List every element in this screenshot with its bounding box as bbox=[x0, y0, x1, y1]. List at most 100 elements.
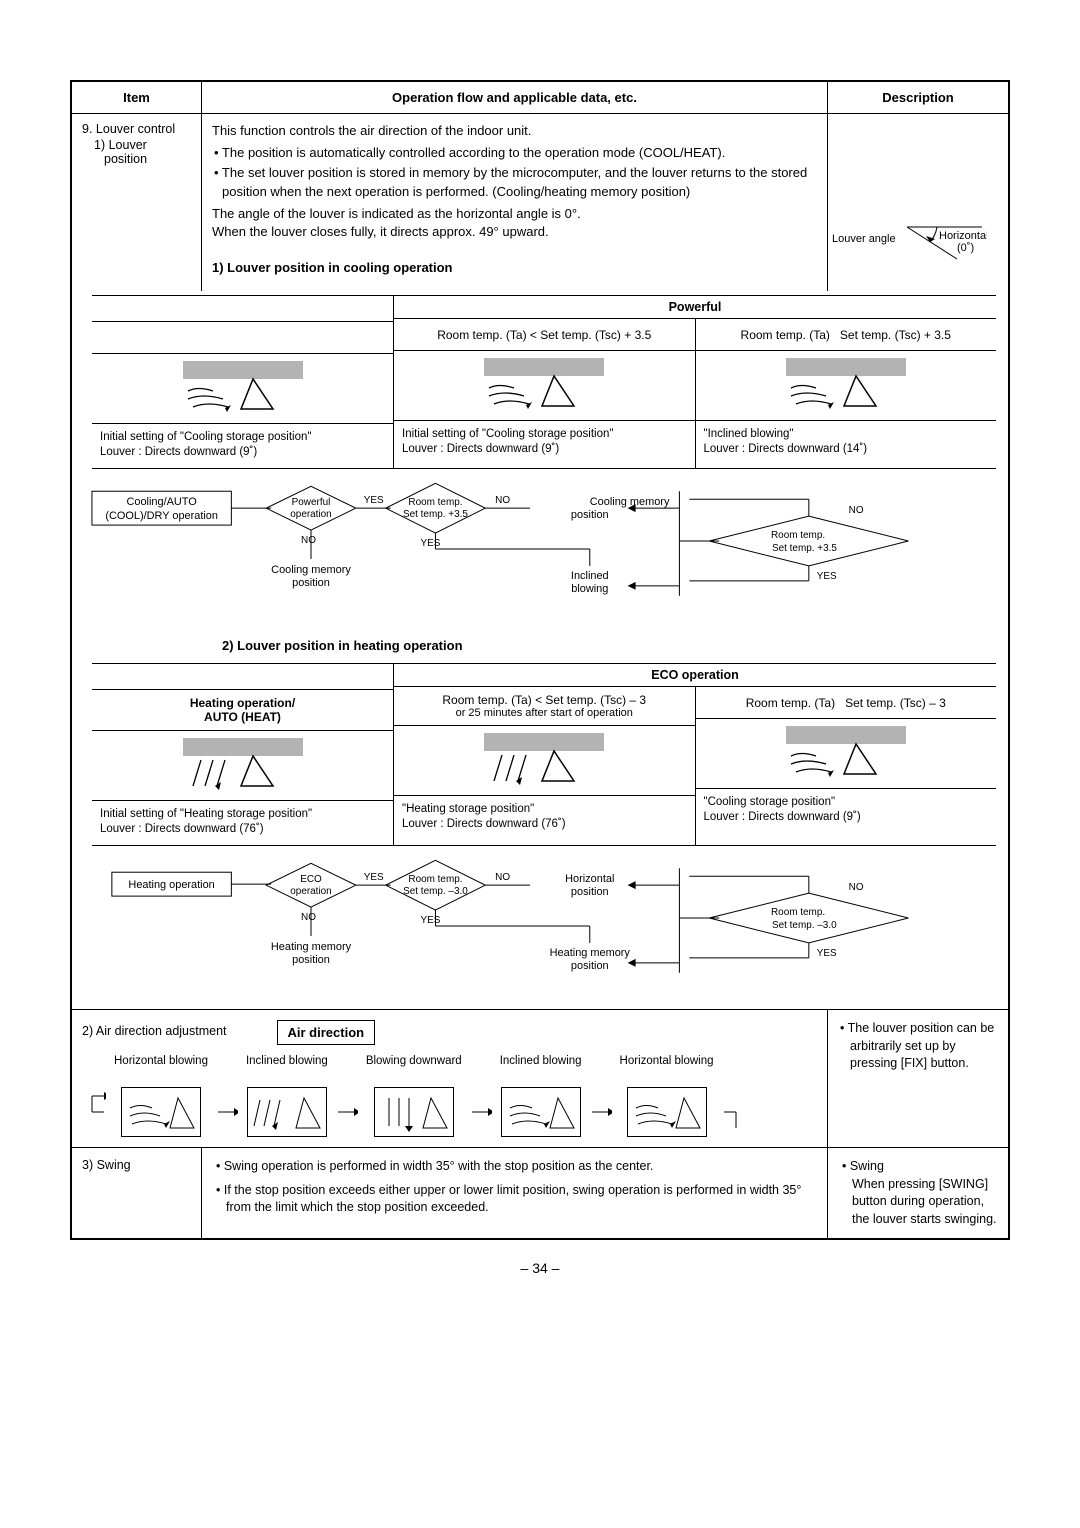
air-desc-text: • The louver position can be arbitrarily… bbox=[838, 1020, 998, 1073]
svg-text:NO: NO bbox=[849, 882, 864, 893]
heating-flowchart: Heating operation ECO operation YES NO H… bbox=[82, 846, 998, 1009]
svg-text:Horizontal: Horizontal bbox=[565, 873, 614, 885]
heating-c2-cond: Room temp. (Ta) < Set temp. (Tsc) – 3 or… bbox=[394, 687, 695, 726]
heating-col2-3-wrap: ECO operation Room temp. (Ta) < Set temp… bbox=[393, 664, 996, 845]
arrow-icon bbox=[470, 1056, 492, 1136]
air-left: 2) Air direction adjustment Air directio… bbox=[72, 1010, 828, 1147]
svg-text:(COOL)/DRY operation: (COOL)/DRY operation bbox=[105, 510, 218, 522]
air-item-0: Horizontal blowing bbox=[114, 1055, 208, 1137]
air-desc: • The louver position can be arbitrarily… bbox=[828, 1010, 1008, 1147]
swing-b1: • Swing operation is performed in width … bbox=[212, 1158, 817, 1176]
page-number: – 34 – bbox=[70, 1260, 1010, 1276]
header-operation: Operation flow and applicable data, etc. bbox=[202, 82, 828, 114]
svg-text:Set temp. –3.0: Set temp. –3.0 bbox=[772, 920, 837, 931]
cooling-flowchart: Cooling/AUTO (COOL)/DRY operation Powerf… bbox=[82, 469, 998, 632]
svg-text:Set temp. –3.0: Set temp. –3.0 bbox=[403, 886, 468, 897]
table-header-row: Item Operation flow and applicable data,… bbox=[72, 82, 1008, 114]
svg-text:ECO: ECO bbox=[300, 874, 322, 885]
air-label-3: Inclined blowing bbox=[500, 1055, 582, 1083]
air-section-label: 2) Air direction adjustment bbox=[82, 1020, 227, 1038]
intro-bullet2: • The set louver position is stored in m… bbox=[212, 164, 817, 200]
louver-down-icon bbox=[183, 738, 303, 793]
swing-op: • Swing operation is performed in width … bbox=[202, 1148, 828, 1238]
svg-text:position: position bbox=[571, 886, 609, 898]
heating-c3-img bbox=[696, 719, 997, 789]
air-item-2: Blowing downward bbox=[366, 1055, 462, 1137]
svg-text:Heating memory: Heating memory bbox=[271, 941, 352, 953]
svg-text:NO: NO bbox=[495, 872, 510, 883]
swing-b2: • If the stop position exceeds either up… bbox=[212, 1182, 817, 1217]
cooling-c2-txt: Initial setting of "Cooling storage posi… bbox=[394, 421, 695, 465]
cooling-c1-cond bbox=[92, 322, 393, 354]
intro-text: This function controls the air direction… bbox=[202, 114, 828, 291]
svg-text:YES: YES bbox=[817, 948, 837, 959]
heating-c1-img bbox=[92, 731, 393, 801]
svg-text:YES: YES bbox=[421, 538, 441, 549]
svg-text:YES: YES bbox=[421, 915, 441, 926]
header-item: Item bbox=[72, 82, 202, 114]
louver-icon bbox=[484, 358, 604, 413]
air-label-4: Horizontal blowing bbox=[620, 1055, 714, 1083]
swing-desc: • SwingWhen pressing [SWING] button duri… bbox=[828, 1148, 1008, 1238]
heating-c2-txt: "Heating storage position" Louver : Dire… bbox=[394, 796, 695, 840]
svg-text:Set temp. +3.5: Set temp. +3.5 bbox=[403, 509, 468, 520]
svg-text:Horizontal: Horizontal bbox=[939, 230, 987, 242]
louver-down-icon bbox=[484, 733, 604, 788]
intro-bullet1: • The position is automatically controll… bbox=[212, 144, 817, 162]
svg-text:NO: NO bbox=[495, 495, 510, 506]
intro-line2: The angle of the louver is indicated as … bbox=[212, 205, 817, 223]
cooling-c3-txt: "Inclined blowing" Louver : Directs down… bbox=[696, 421, 997, 465]
louver-icon bbox=[786, 358, 906, 413]
intro-line3: When the louver closes fully, it directs… bbox=[212, 224, 549, 239]
svg-text:YES: YES bbox=[817, 571, 837, 582]
heating-c2-img bbox=[394, 726, 695, 796]
svg-text:Cooling memory: Cooling memory bbox=[271, 564, 351, 576]
air-direction-title: Air direction bbox=[277, 1020, 376, 1045]
svg-text:position: position bbox=[571, 960, 609, 972]
heating-c3-cond: Room temp. (Ta) Set temp. (Tsc) – 3 bbox=[696, 687, 997, 719]
swing-item: 3) Swing bbox=[72, 1148, 202, 1238]
c1-txt-a: Initial setting of "Cooling storage posi… bbox=[100, 430, 385, 445]
svg-text:YES: YES bbox=[364, 872, 384, 883]
swing-label: 3) Swing bbox=[82, 1158, 131, 1172]
svg-text:Louver angle: Louver angle bbox=[832, 233, 896, 245]
air-label-0: Horizontal blowing bbox=[114, 1055, 208, 1083]
c3-txt-a: "Inclined blowing" bbox=[704, 427, 989, 442]
svg-text:Room temp.: Room temp. bbox=[408, 497, 462, 508]
header-description: Description bbox=[828, 82, 1008, 114]
svg-text:(0˚): (0˚) bbox=[957, 242, 974, 254]
louver-icon bbox=[786, 726, 906, 781]
item-column: 9. Louver control 1) Louver position bbox=[72, 114, 202, 291]
cooling-c2-img bbox=[394, 351, 695, 421]
subhead-heating: 2) Louver position in heating operation bbox=[72, 632, 1008, 659]
heating-c1-txt: Initial setting of "Heating storage posi… bbox=[92, 801, 393, 845]
swing-desc-text: • SwingWhen pressing [SWING] button duri… bbox=[838, 1158, 998, 1228]
heating-c1-hdr: Heating operation/ AUTO (HEAT) bbox=[92, 690, 393, 731]
swing-section: 3) Swing • Swing operation is performed … bbox=[72, 1147, 1008, 1238]
svg-text:operation: operation bbox=[290, 509, 331, 520]
air-items-row: Horizontal blowing Inclined blowing Blow… bbox=[88, 1055, 817, 1137]
svg-text:operation: operation bbox=[290, 886, 331, 897]
cooling-c1-img bbox=[92, 354, 393, 424]
svg-text:NO: NO bbox=[301, 535, 316, 546]
air-label-2: Blowing downward bbox=[366, 1055, 462, 1083]
arrow-icon bbox=[216, 1056, 238, 1136]
svg-text:Cooling memory: Cooling memory bbox=[590, 496, 670, 508]
main-row: 9. Louver control 1) Louver position Thi… bbox=[72, 114, 1008, 291]
item-number: 9. bbox=[82, 122, 92, 136]
louver-icon bbox=[183, 361, 303, 416]
cooling-c2-cond: Room temp. (Ta) < Set temp. (Tsc) + 3.5 bbox=[394, 319, 695, 351]
item-sub1b: position bbox=[82, 152, 195, 166]
cooling-c1-txt: Initial setting of "Cooling storage posi… bbox=[92, 424, 393, 468]
cooling-col2-3-wrap: Powerful Room temp. (Ta) < Set temp. (Ts… bbox=[393, 296, 996, 468]
air-label-1: Inclined blowing bbox=[246, 1055, 328, 1083]
c1-txt-b: Louver : Directs downward (9˚) bbox=[100, 445, 385, 460]
svg-text:Heating operation: Heating operation bbox=[128, 879, 214, 891]
c3-txt-b: Louver : Directs downward (14˚) bbox=[704, 442, 989, 457]
angle-diagram: Louver angle Horizontal (0˚) bbox=[827, 217, 987, 272]
air-item-4: Horizontal blowing bbox=[620, 1055, 714, 1137]
eco-header: ECO operation bbox=[394, 664, 996, 687]
item-title: Louver control bbox=[96, 122, 175, 136]
cooling-c3-cond: Room temp. (Ta) Set temp. (Tsc) + 3.5 bbox=[696, 319, 997, 351]
svg-text:Powerful: Powerful bbox=[292, 497, 331, 508]
